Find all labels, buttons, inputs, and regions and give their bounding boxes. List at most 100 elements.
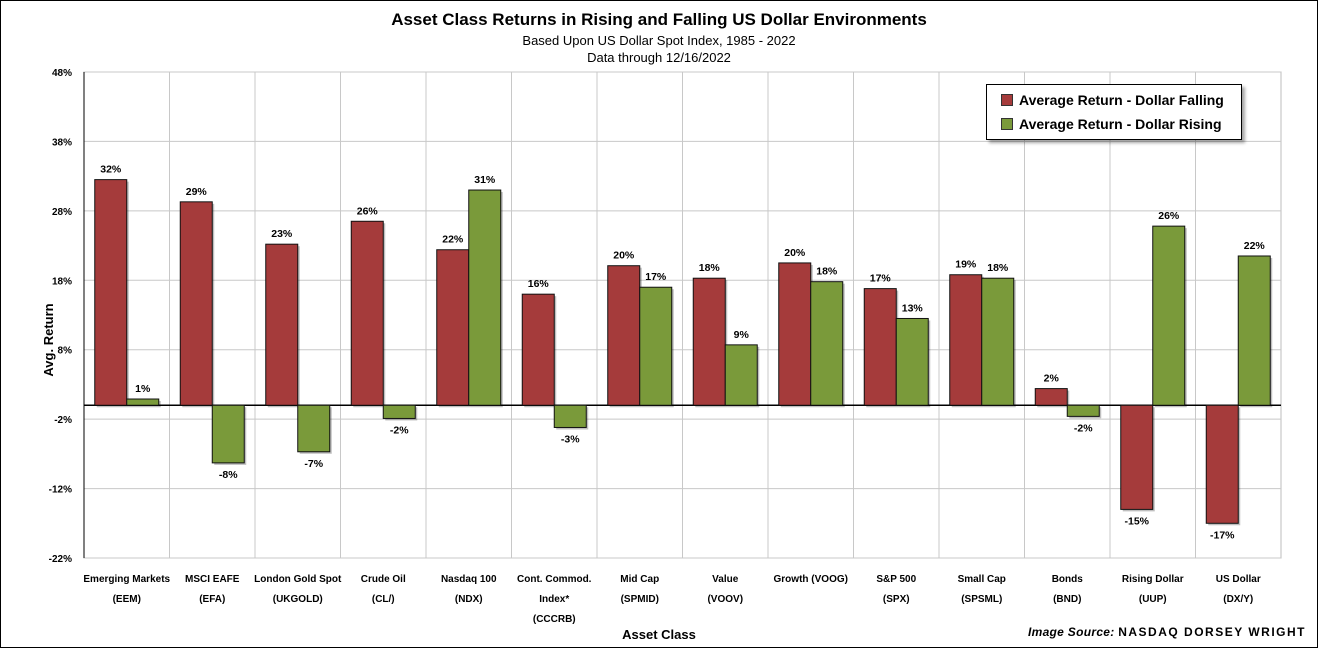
bar-falling: [949, 274, 983, 406]
y-tick-label: -12%: [49, 485, 72, 496]
chart-subtitle-period: Based Upon US Dollar Spot Index, 1985 - …: [522, 33, 796, 48]
bar-falling: [436, 249, 470, 406]
x-tick-label: US Dollar: [1216, 574, 1261, 585]
bar-rising: [553, 404, 587, 428]
bar-falling: [1034, 388, 1068, 406]
data-label-rising: -8%: [219, 469, 238, 481]
data-label-falling: 20%: [784, 247, 806, 259]
image-source-label: Image Source:: [1027, 625, 1115, 639]
data-label-rising: -3%: [561, 433, 580, 445]
data-label-falling: 17%: [870, 273, 892, 285]
y-tick-label: 8%: [58, 346, 73, 357]
legend-swatch-rising: [1001, 118, 1013, 130]
y-tick-label: 38%: [52, 137, 72, 148]
bar-rising: [211, 404, 245, 464]
image-source-brand: NASDAQ DORSEY WRIGHT: [1118, 625, 1306, 639]
y-axis-label: Avg. Return: [41, 303, 57, 377]
x-tick-label: Emerging Markets: [83, 574, 170, 585]
data-label-falling: 19%: [955, 259, 977, 271]
bar-rising: [981, 277, 1015, 406]
data-label-falling: 2%: [1044, 373, 1060, 385]
data-label-rising: 9%: [734, 329, 750, 341]
x-tick-label: Nasdaq 100: [441, 574, 497, 585]
bar-falling: [94, 179, 128, 406]
x-tick-label: Rising Dollar: [1122, 574, 1184, 585]
x-tick-label: (DX/Y): [1223, 594, 1253, 605]
x-tick-label: (SPX): [883, 594, 910, 605]
image-source-credit: Image Source: NASDAQ DORSEY WRIGHT: [1028, 625, 1306, 639]
x-tick-label: (UKGOLD): [273, 594, 323, 605]
bar-rising: [1237, 255, 1271, 406]
x-tick-label: (EFA): [199, 594, 225, 605]
y-tick-label: 48%: [52, 68, 72, 79]
x-tick-label: Growth (VOOG): [774, 574, 848, 585]
bar-rising: [895, 317, 929, 406]
data-label-rising: -2%: [1074, 422, 1093, 434]
data-label-falling: -17%: [1210, 529, 1235, 541]
data-label-falling: 22%: [442, 234, 464, 246]
chart-legend: Average Return - Dollar Falling Average …: [986, 84, 1242, 140]
x-tick-label: S&P 500: [876, 574, 916, 585]
x-tick-label: Index*: [539, 594, 569, 605]
y-tick-label: -22%: [49, 554, 72, 565]
bar-rising: [1152, 225, 1186, 406]
legend-item-dollar-rising: Average Return - Dollar Rising: [1001, 115, 1222, 133]
x-tick-label: Cont. Commod.: [517, 574, 592, 585]
data-label-falling: 26%: [357, 205, 379, 217]
bar-falling: [265, 243, 299, 406]
data-label-rising: 1%: [135, 383, 151, 395]
x-tick-label: (CL/): [372, 594, 395, 605]
bar-falling: [778, 262, 812, 406]
data-label-falling: -15%: [1124, 515, 1149, 527]
x-tick-label: MSCI EAFE: [185, 574, 240, 585]
data-label-rising: 31%: [474, 174, 496, 186]
chart-subtitle-data-date: Data through 12/16/2022: [587, 50, 731, 65]
x-tick-label: (SPSML): [961, 594, 1002, 605]
bar-falling: [350, 220, 384, 406]
y-tick-label: 18%: [52, 276, 72, 287]
bar-falling: [179, 201, 213, 406]
data-label-falling: 23%: [271, 228, 293, 240]
x-tick-label: London Gold Spot: [254, 574, 342, 585]
data-label-rising: 22%: [1244, 240, 1266, 252]
data-label-falling: 29%: [186, 186, 208, 198]
data-label-rising: 18%: [816, 266, 838, 278]
bar-falling: [1205, 404, 1239, 524]
bar-rising: [297, 404, 331, 453]
data-label-falling: 20%: [613, 250, 635, 262]
data-label-rising: 13%: [902, 302, 924, 314]
bar-rising: [1066, 404, 1100, 417]
x-tick-label: (EEM): [113, 594, 141, 605]
chart-title: Asset Class Returns in Rising and Fallin…: [391, 10, 927, 29]
bar-falling: [607, 265, 641, 406]
y-tick-label: -2%: [54, 415, 72, 426]
x-tick-label: Crude Oil: [361, 574, 406, 585]
x-tick-label: (BND): [1053, 594, 1081, 605]
bar-falling: [863, 288, 897, 406]
data-label-falling: 32%: [100, 164, 122, 176]
legend-swatch-falling: [1001, 94, 1013, 106]
y-tick-label: 28%: [52, 207, 72, 218]
bar-rising: [468, 189, 502, 406]
data-label-falling: 18%: [699, 262, 721, 274]
data-label-falling: 16%: [528, 278, 550, 290]
data-label-rising: 26%: [1158, 210, 1180, 222]
bar-rising: [724, 344, 758, 406]
x-tick-label: (CCCRB): [533, 614, 576, 625]
x-tick-label: Small Cap: [958, 574, 1006, 585]
bar-rising: [382, 404, 416, 419]
x-tick-label: (NDX): [455, 594, 483, 605]
bar-falling: [521, 293, 555, 406]
legend-label-rising: Average Return - Dollar Rising: [1019, 116, 1222, 132]
bar-falling: [692, 277, 726, 406]
x-axis-label: Asset Class: [622, 627, 696, 642]
x-tick-label: Value: [712, 574, 739, 585]
x-tick-label: Mid Cap: [620, 574, 659, 585]
bar-falling: [1120, 404, 1154, 510]
bar-rising: [126, 398, 160, 406]
data-label-rising: -7%: [304, 458, 323, 470]
x-tick-label: (UUP): [1139, 594, 1167, 605]
legend-item-dollar-falling: Average Return - Dollar Falling: [1001, 91, 1224, 109]
data-label-rising: -2%: [390, 424, 409, 436]
